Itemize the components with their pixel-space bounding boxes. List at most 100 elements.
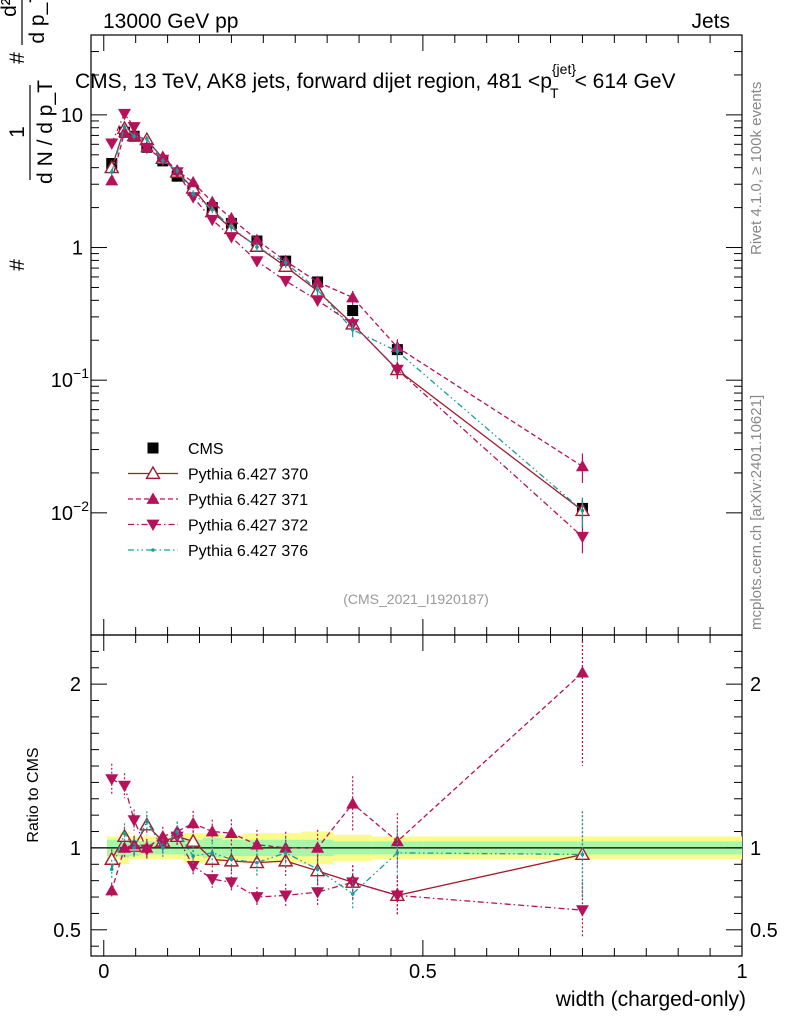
ratio-point-p372 xyxy=(311,887,325,899)
ratio-point-p371 xyxy=(279,841,293,853)
header-right: Jets xyxy=(691,10,730,33)
legend-entry-p371: Pythia 6.427 371 xyxy=(128,492,308,509)
ratio-point-p371 xyxy=(311,841,325,853)
main-ylabel: # 1 d N / d p_T # d²N d p_T d λ xyxy=(0,0,57,271)
legend: CMS Pythia 6.427 370 Pythia 6.427 371 Pythi… xyxy=(128,441,308,560)
legend-label-p376: Pythia 6.427 376 xyxy=(188,543,308,560)
ratio-xtick-label: 0.5 xyxy=(409,961,437,983)
ratio-plot-frame xyxy=(90,634,743,957)
main-ytick-label: 10−1 xyxy=(51,365,89,392)
ratio-point-p372 xyxy=(105,774,119,786)
point-p376 xyxy=(175,168,179,173)
point-p372 xyxy=(390,364,404,377)
legend-label-p372: Pythia 6.427 372 xyxy=(188,518,308,535)
point-p372 xyxy=(127,122,141,134)
point-p372 xyxy=(118,108,132,121)
ratio-point-p376 xyxy=(122,831,127,835)
ratio-ytick-label-right: 0.5 xyxy=(750,920,778,942)
mcplots-label: mcplots.cern.ch [arXiv:2401.10621] xyxy=(748,395,765,630)
ratio-point-p376 xyxy=(145,819,149,824)
legend-label-p371: Pythia 6.427 371 xyxy=(188,492,308,509)
legend-entry-p372: Pythia 6.427 372 xyxy=(128,518,308,535)
series-p370 xyxy=(104,120,591,528)
point-p371 xyxy=(205,195,219,207)
point-p376 xyxy=(122,125,127,129)
point-p371 xyxy=(186,175,200,188)
ratio-point-p376 xyxy=(255,860,259,865)
point-p372 xyxy=(224,232,238,244)
point-p372 xyxy=(186,192,200,204)
ratio-point-p372 xyxy=(390,890,404,902)
point-p376 xyxy=(283,260,288,265)
title-post: < 614 GeV xyxy=(575,70,676,93)
ratio-point-p376 xyxy=(580,852,585,857)
point-p372 xyxy=(140,142,154,155)
ratio-point-p376 xyxy=(109,867,114,871)
point-p376 xyxy=(580,508,585,513)
point-p371 xyxy=(575,459,589,472)
legend-entry-p370: Pythia 6.427 370 xyxy=(128,465,308,484)
ratio-point-p372 xyxy=(250,892,264,904)
ratio-point-p376 xyxy=(283,851,288,855)
main-axes: 10−210−1110102 xyxy=(51,35,743,635)
ratio-point-p371 xyxy=(105,883,119,896)
ylabel-one: 1 xyxy=(6,126,29,138)
point-p376 xyxy=(191,191,195,196)
ratio-point-p376 xyxy=(395,851,400,855)
ratio-point-p372 xyxy=(224,877,238,889)
main-title: CMS, 13 TeV, AK8 jets, forward dijet reg… xyxy=(75,61,676,101)
point-p376 xyxy=(132,134,136,139)
main-ytick-label: 1 xyxy=(72,238,83,260)
point-p376 xyxy=(315,288,320,292)
point-p376 xyxy=(395,349,400,354)
ratio-series-p376 xyxy=(109,811,585,910)
ratio-xtick-label: 1 xyxy=(736,961,747,983)
ratio-line-p376 xyxy=(111,820,583,895)
ratio-point-p371 xyxy=(575,666,589,678)
legend-marker-p370 xyxy=(145,465,161,480)
analysis-tag: (CMS_2021_I1920187) xyxy=(343,591,489,607)
ratio-point-p376 xyxy=(315,867,320,871)
point-p376 xyxy=(109,170,114,174)
ratio-point-p372 xyxy=(170,831,184,843)
series-p376 xyxy=(109,124,585,528)
title-pre: CMS, 13 TeV, AK8 jets, forward dijet reg… xyxy=(75,70,552,93)
legend-marker-cms xyxy=(147,442,159,454)
main-ytick-label: 10 xyxy=(61,105,83,127)
ratio-point-p372 xyxy=(118,780,132,793)
ratio-ytick-label-right: 2 xyxy=(750,674,761,696)
series-p372 xyxy=(105,108,589,554)
ratio-point-p371 xyxy=(250,838,264,850)
ratio-xtick-label: 0 xyxy=(98,961,109,983)
ylabel-hash-right: # xyxy=(6,52,29,64)
point-p372 xyxy=(575,531,589,544)
ratio-point-p372 xyxy=(205,874,219,886)
ratio-point-p371 xyxy=(346,797,360,809)
ratio-ytick-label: 0.5 xyxy=(53,920,81,942)
ratio-point-p376 xyxy=(210,851,215,855)
ratio-point-p372 xyxy=(575,905,589,917)
ratio-point-p371 xyxy=(186,816,200,829)
point-p372 xyxy=(105,138,119,150)
point-p371 xyxy=(224,211,238,224)
point-p372 xyxy=(205,214,219,227)
point-p376 xyxy=(229,225,234,230)
ratio-axes: 0.5 0.51 12 20 0.5 1 xyxy=(53,635,778,983)
ratio-ytick-label-right: 1 xyxy=(750,838,761,860)
point-p376 xyxy=(210,207,215,212)
point-p376 xyxy=(145,137,149,141)
legend-label-p370: Pythia 6.427 370 xyxy=(188,467,308,484)
ratio-point-p371 xyxy=(118,841,132,853)
legend-marker-p371 xyxy=(146,492,160,504)
title-sub: T xyxy=(550,85,559,101)
xlabel: width (charged-only) xyxy=(555,988,746,1011)
title-sup: {jet} xyxy=(552,61,576,77)
ratio-point-p372 xyxy=(279,890,293,902)
header-left: 13000 GeV pp xyxy=(103,10,238,33)
ratio-ylabel: Ratio to CMS xyxy=(25,747,42,842)
point-p372 xyxy=(250,256,264,268)
ratio-point-p376 xyxy=(191,854,195,858)
ratio-point-p372 xyxy=(140,844,154,857)
point-p376 xyxy=(161,159,165,163)
